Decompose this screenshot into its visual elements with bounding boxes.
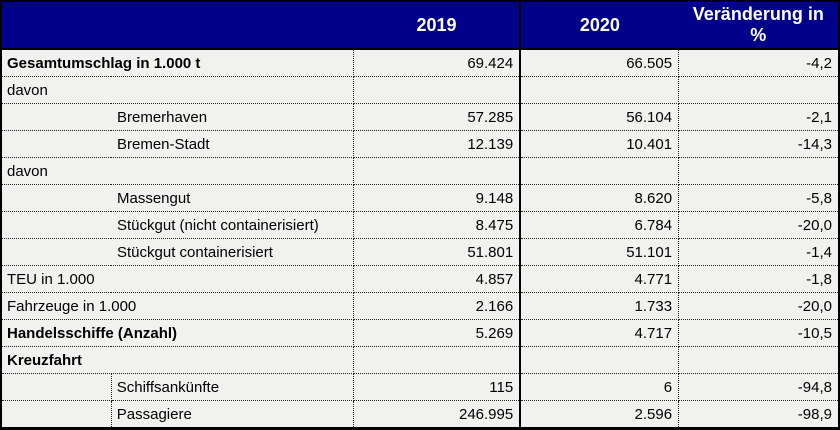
cell-kreuzfahrt-change bbox=[678, 346, 839, 374]
cell-kreuzfahrt-v2020 bbox=[520, 346, 680, 374]
table-row-bremen-stadt: Bremen-Stadt 12.139 10.401 -14,3 bbox=[1, 130, 839, 158]
header-change: Veränderung in % bbox=[678, 1, 839, 50]
row-label-schiffsankuenfte: Schiffsankünfte bbox=[111, 373, 355, 401]
row-label-teu: TEU in 1.000 bbox=[1, 265, 355, 293]
cell-passagiere-v2019: 246.995 bbox=[353, 400, 522, 429]
cell-bremerhaven-v2020: 56.104 bbox=[520, 103, 680, 131]
cell-kreuzfahrt-v2019 bbox=[353, 346, 522, 374]
cell-bremen-stadt-v2019: 12.139 bbox=[353, 130, 522, 158]
cell-stueckgut-containerisiert-v2019: 51.801 bbox=[353, 238, 522, 266]
row-label-davon-1: davon bbox=[1, 76, 355, 104]
table-row-davon-1: davon bbox=[1, 76, 839, 104]
table-body: Gesamtumschlag in 1.000 t 69.424 66.505 -4,… bbox=[1, 49, 839, 429]
row-label-handelsschiffe: Handelsschiffe (Anzahl) bbox=[1, 319, 355, 347]
cell-davon-2-v2020 bbox=[520, 157, 680, 185]
cell-gesamtumschlag-v2019: 69.424 bbox=[353, 49, 522, 77]
row-label-stueckgut-containerisiert: Stückgut containerisiert bbox=[1, 238, 355, 266]
cell-davon-2-change bbox=[678, 157, 839, 185]
indent-spacer-cell bbox=[1, 400, 112, 429]
cell-gesamtumschlag-v2020: 66.505 bbox=[520, 49, 680, 77]
cell-teu-v2020: 4.771 bbox=[520, 265, 680, 293]
cell-handelsschiffe-change: -10,5 bbox=[678, 319, 839, 347]
cell-massengut-v2019: 9.148 bbox=[353, 184, 522, 212]
table-row-schiffsankuenfte: Schiffsankünfte 115 6 -94,8 bbox=[1, 373, 839, 401]
header-2019: 2019 bbox=[353, 1, 522, 50]
row-label-fahrzeuge: Fahrzeuge in 1.000 bbox=[1, 292, 355, 320]
table-row-massengut: Massengut 9.148 8.620 -5,8 bbox=[1, 184, 839, 212]
table-row-fahrzeuge: Fahrzeuge in 1.000 2.166 1.733 -20,0 bbox=[1, 292, 839, 320]
cell-teu-change: -1,8 bbox=[678, 265, 839, 293]
cell-stueckgut-nicht-containerisiert-v2019: 8.475 bbox=[353, 211, 522, 239]
cell-davon-2-v2019 bbox=[353, 157, 522, 185]
cell-massengut-v2020: 8.620 bbox=[520, 184, 680, 212]
row-label-davon-2: davon bbox=[1, 157, 355, 185]
table-row-kreuzfahrt: Kreuzfahrt bbox=[1, 346, 839, 374]
table-row-bremerhaven: Bremerhaven 57.285 56.104 -2,1 bbox=[1, 103, 839, 131]
row-label-passagiere: Passagiere bbox=[111, 400, 355, 429]
cell-bremerhaven-v2019: 57.285 bbox=[353, 103, 522, 131]
row-label-bremerhaven: Bremerhaven bbox=[1, 103, 355, 131]
cell-stueckgut-nicht-containerisiert-change: -20,0 bbox=[678, 211, 839, 239]
cell-gesamtumschlag-change: -4,2 bbox=[678, 49, 839, 77]
indent-spacer-cell bbox=[1, 373, 112, 401]
row-label-massengut: Massengut bbox=[1, 184, 355, 212]
table-row-handelsschiffe: Handelsschiffe (Anzahl) 5.269 4.717 -10,5 bbox=[1, 319, 839, 347]
cell-fahrzeuge-change: -20,0 bbox=[678, 292, 839, 320]
row-label-kreuzfahrt: Kreuzfahrt bbox=[1, 346, 355, 374]
cell-fahrzeuge-v2020: 1.733 bbox=[520, 292, 680, 320]
cell-bremerhaven-change: -2,1 bbox=[678, 103, 839, 131]
cell-massengut-change: -5,8 bbox=[678, 184, 839, 212]
table-row-stueckgut-nicht-containerisiert: Stückgut (nicht containerisiert) 8.475 6.7… bbox=[1, 211, 839, 239]
cell-schiffsankuenfte-v2019: 115 bbox=[353, 373, 522, 401]
table-row-stueckgut-containerisiert: Stückgut containerisiert 51.801 51.101 -1,4 bbox=[1, 238, 839, 266]
table-row-passagiere: Passagiere 246.995 2.596 -98,9 bbox=[1, 400, 839, 429]
cell-bremen-stadt-change: -14,3 bbox=[678, 130, 839, 158]
cell-schiffsankuenfte-change: -94,8 bbox=[678, 373, 839, 401]
header-row: 2019 2020 Veränderung in % bbox=[1, 1, 839, 50]
cell-teu-v2019: 4.857 bbox=[353, 265, 522, 293]
cell-bremen-stadt-v2020: 10.401 bbox=[520, 130, 680, 158]
row-label-bremen-stadt: Bremen-Stadt bbox=[1, 130, 355, 158]
cell-passagiere-change: -98,9 bbox=[797, 405, 832, 423]
header-change-label: Veränderung in % bbox=[692, 4, 824, 45]
cell-stueckgut-containerisiert-change: -1,4 bbox=[678, 238, 839, 266]
cell-davon-1-change bbox=[678, 76, 839, 104]
cell-stueckgut-containerisiert-v2020: 51.101 bbox=[520, 238, 680, 266]
cell-handelsschiffe-v2020: 4.717 bbox=[520, 319, 680, 347]
table-row-gesamtumschlag: Gesamtumschlag in 1.000 t 69.424 66.505 -4,… bbox=[1, 49, 839, 77]
cell-stueckgut-nicht-containerisiert-v2020: 6.784 bbox=[520, 211, 680, 239]
table-row-teu: TEU in 1.000 4.857 4.771 -1,8 bbox=[1, 265, 839, 293]
table-row-davon-2: davon bbox=[1, 157, 839, 185]
cell-davon-1-v2019 bbox=[353, 76, 522, 104]
row-label-gesamtumschlag: Gesamtumschlag in 1.000 t bbox=[1, 49, 355, 77]
cell-handelsschiffe-v2019: 5.269 bbox=[353, 319, 522, 347]
row-label-stueckgut-nicht-containerisiert: Stückgut (nicht containerisiert) bbox=[1, 211, 355, 239]
cell-schiffsankuenfte-v2020: 6 bbox=[520, 373, 680, 401]
cell-fahrzeuge-v2019: 2.166 bbox=[353, 292, 522, 320]
header-2020: 2020 bbox=[520, 1, 679, 50]
header-empty-cell bbox=[1, 1, 354, 50]
cell-passagiere-v2020: 2.596 bbox=[520, 400, 680, 429]
cell-davon-1-v2020 bbox=[520, 76, 680, 104]
